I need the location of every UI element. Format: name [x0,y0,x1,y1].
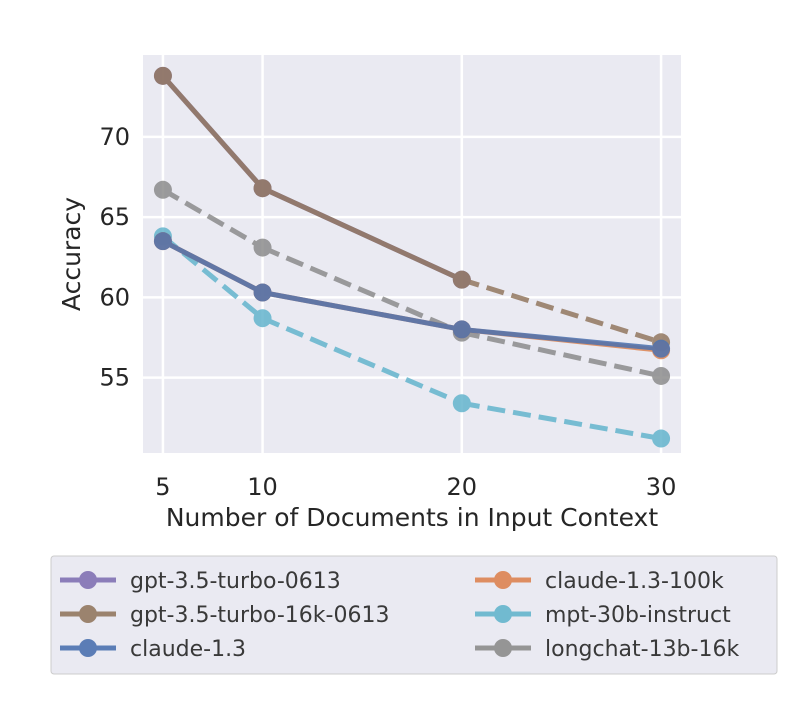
series-line-segment [161,238,264,295]
series-line-segment [161,74,265,190]
legend-item: claude-1.3 [60,637,246,662]
y-tick-label: 60 [99,283,130,311]
x-tick-labels: 5 10 20 30 [155,473,676,501]
series-line-segment [161,234,265,321]
legend-label: longchat-13b-16k [545,637,739,662]
legend-label: claude-1.3-100k [545,569,724,594]
data-point [652,429,671,448]
legend-box [50,555,778,675]
legend-item: gpt-3.5-turbo-0613 [60,569,341,594]
data-point [153,180,172,199]
y-tick-labels: 55 60 65 70 [99,123,130,392]
series-line-segment [461,277,662,345]
legend-label: mpt-30b-instruct [545,603,731,628]
series-line-segment [262,290,463,332]
legend-item: mpt-30b-instruct [475,603,731,628]
data-point [652,339,671,358]
legend-swatch-marker [79,639,97,657]
data-point [153,66,172,85]
y-tick-label: 55 [99,364,130,392]
legend-label: claude-1.3 [130,637,246,662]
x-tick-label: 10 [247,473,278,501]
x-tick-label: 30 [646,473,677,501]
data-point [452,320,471,339]
legend-item: claude-1.3-100k [475,569,724,594]
y-tick-label: 65 [99,203,130,231]
series-line-segment [261,315,463,406]
series-line-segment [161,187,264,250]
series-line-segment [461,326,662,352]
x-tick-label: 20 [447,473,478,501]
y-axis-label: Accuracy [57,197,86,311]
legend-swatch-marker [79,605,97,623]
legend-swatch-marker [79,571,97,589]
series-claude-1.3 [153,232,671,358]
series-gpt-3.5-turbo-16k-0613 [153,66,671,352]
x-axis-label: Number of Documents in Input Context [166,503,658,532]
series-line-segment [461,400,662,442]
legend-label: gpt-3.5-turbo-16k-0613 [130,603,389,628]
series-layer [153,66,671,448]
y-tick-label: 70 [99,123,130,151]
grid-lines [143,55,681,453]
legend-item: gpt-3.5-turbo-16k-0613 [60,603,389,628]
data-point [253,283,272,302]
legend-swatch-marker [494,571,512,589]
legend-label: gpt-3.5-turbo-0613 [130,569,341,594]
series-line-segment [261,185,463,282]
data-point [652,366,671,385]
legend-item: longchat-13b-16k [475,637,739,662]
data-point [253,179,272,198]
legend-swatch-marker [494,605,512,623]
x-tick-label: 5 [155,473,170,501]
series-line-segment [461,330,662,379]
data-point [253,238,272,257]
series-line-segment [261,245,463,335]
data-point [253,309,272,328]
data-point [452,270,471,289]
legend: gpt-3.5-turbo-0613 gpt-3.5-turbo-16k-0613… [60,569,739,662]
legend-swatch-marker [494,639,512,657]
data-point [452,394,471,413]
plot-background [143,55,681,453]
data-point [153,232,172,251]
